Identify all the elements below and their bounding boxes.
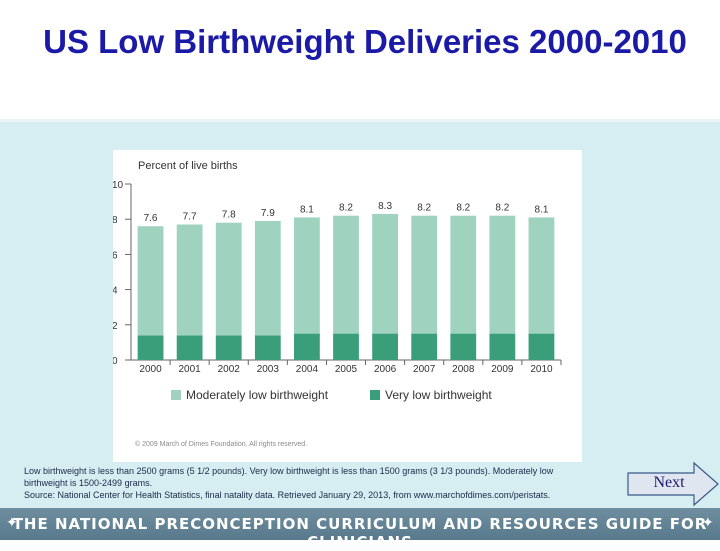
data-label: 7.9 [261, 208, 275, 219]
bar-moderate [215, 222, 242, 336]
legend-swatch-very-low [370, 390, 380, 400]
bar-very-low [254, 335, 281, 360]
x-tick-label: 2004 [296, 364, 319, 375]
footer-bar: ✦ THE NATIONAL PRECONCEPTION CURRICULUM … [0, 508, 720, 551]
data-label: 7.6 [144, 213, 158, 224]
x-tick-label: 2007 [413, 364, 436, 375]
bar-moderate [450, 215, 477, 334]
legend-swatch-moderate [171, 390, 181, 400]
x-tick-label: 2002 [218, 364, 241, 375]
y-tick-label: 2 [113, 321, 118, 332]
chart-panel: Percent of live births 0 2 4 6 8 10 7.6 2000 7.7 2… [113, 150, 582, 462]
footer-star-icon-right: ✦ [702, 514, 714, 530]
y-tick-label: 10 [113, 180, 124, 191]
y-tick-label: 6 [113, 250, 118, 261]
bar-moderate [137, 226, 164, 336]
x-tick-label: 2000 [139, 364, 162, 375]
bar-very-low [411, 333, 438, 360]
footnote-line-1: Low birthweight is less than 2500 grams … [24, 466, 554, 476]
x-tick-label: 2005 [335, 364, 358, 375]
data-label: 8.2 [417, 203, 431, 214]
bar-moderate [411, 215, 438, 334]
next-arrow-icon [627, 461, 719, 507]
x-tick-label: 2001 [179, 364, 202, 375]
legend-item-very-low: Very low birthweight [370, 388, 492, 402]
bar-very-low [333, 333, 359, 360]
bar-very-low [372, 333, 398, 360]
next-button-label: Next [653, 474, 685, 491]
bar-moderate [528, 217, 555, 334]
x-tick-label: 2006 [374, 364, 397, 375]
bar-moderate [372, 213, 398, 334]
legend-label-moderate: Moderately low birthweight [186, 388, 329, 402]
x-tick-label: 2008 [452, 364, 475, 375]
data-label: 8.2 [495, 203, 509, 214]
x-tick-label: 2010 [530, 364, 553, 375]
slide-title: US Low Birthweight Deliveries 2000-2010 [43, 23, 687, 60]
bar-moderate [294, 217, 320, 334]
data-label: 8.3 [378, 201, 392, 212]
bar-very-low [489, 333, 516, 360]
y-tick-label: 8 [113, 215, 118, 226]
chart-title: Percent of live births [138, 160, 238, 172]
title-area: US Low Birthweight Deliveries 2000-2010 [0, 0, 720, 120]
birthweight-chart: Percent of live births 0 2 4 6 8 10 7.6 2000 7.7 2… [113, 160, 562, 375]
chart-copyright: © 2009 March of Dimes Foundation. All ri… [135, 441, 308, 448]
footnote: Low birthweight is less than 2500 grams … [24, 465, 624, 501]
bar-moderate [333, 215, 359, 334]
footnote-source: Source: National Center for Health Stati… [24, 490, 551, 500]
divider [0, 119, 720, 123]
bar-moderate [176, 224, 203, 336]
next-button[interactable]: Next [624, 461, 720, 507]
y-tick-label: 0 [113, 356, 118, 367]
bar-very-low [528, 333, 555, 360]
y-tick-label: 4 [113, 286, 118, 297]
bar-moderate [254, 220, 281, 336]
data-label: 8.2 [456, 203, 470, 214]
data-label: 8.2 [339, 203, 353, 214]
bar-moderate [489, 215, 516, 334]
footnote-line-2: birthweight is 1500-2499 grams. [24, 478, 153, 488]
data-label: 7.8 [222, 210, 236, 221]
bar-very-low [176, 335, 203, 360]
footer-text: THE NATIONAL PRECONCEPTION CURRICULUM AN… [12, 515, 708, 551]
legend-item-moderate: Moderately low birthweight [171, 388, 328, 402]
footer-star-icon-left: ✦ [6, 514, 18, 530]
x-tick-label: 2009 [491, 364, 514, 375]
data-label: 8.1 [300, 204, 314, 215]
bar-very-low [137, 335, 164, 360]
legend-label-very-low: Very low birthweight [385, 388, 492, 402]
bar-very-low [450, 333, 477, 360]
data-label: 7.7 [183, 211, 197, 222]
x-tick-label: 2003 [257, 364, 280, 375]
bar-very-low [215, 335, 242, 360]
data-label: 8.1 [535, 204, 549, 215]
bar-very-low [294, 333, 320, 360]
